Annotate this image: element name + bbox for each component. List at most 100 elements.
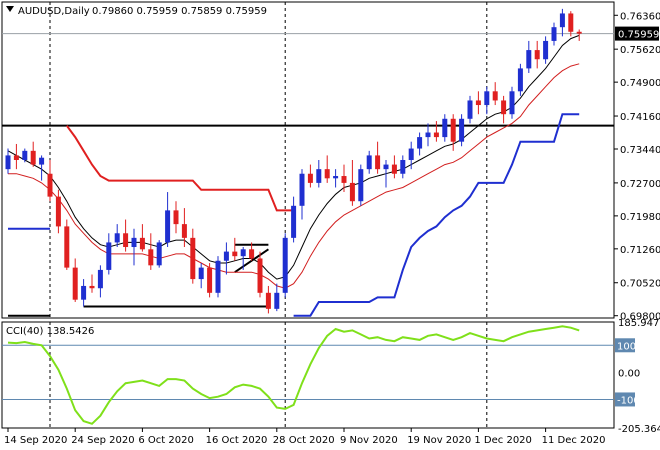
price-tick-label: 0.69800: [620, 312, 660, 323]
blue-channel-line: [8, 113, 580, 317]
cci-level-badge: [615, 392, 635, 407]
bearish-candle: [492, 91, 498, 101]
main-price-panel: [1, 1, 615, 319]
bearish-candle: [232, 251, 238, 257]
price-tick-label: 0.74160: [620, 112, 660, 123]
bearish-candle: [375, 155, 381, 170]
main-panel-frame: [1, 1, 615, 319]
bullish-candle: [358, 169, 364, 202]
bullish-candle: [425, 132, 431, 138]
date-tick-label: 28 Oct 2020: [273, 435, 335, 446]
bearish-candle: [568, 13, 574, 32]
bullish-candle: [559, 13, 565, 28]
price-tick-label: 0.76360: [620, 11, 660, 22]
bullish-candle: [442, 118, 448, 138]
cci-tick-label: 185.9477: [618, 318, 660, 329]
current-price-label: 0.75959: [618, 30, 659, 41]
bearish-candle: [47, 173, 53, 197]
date-tick-label: 19 Nov 2020: [407, 435, 471, 446]
ohlc-header: 0.79860 0.75959 0.75859 0.75959: [92, 6, 267, 17]
date-tick-label: 1 Dec 2020: [474, 435, 532, 446]
bullish-candle: [165, 210, 171, 243]
bullish-candle: [223, 251, 229, 261]
bullish-candle: [517, 68, 523, 92]
bearish-candle: [64, 226, 70, 268]
bearish-candle: [433, 132, 439, 138]
bullish-candle: [39, 157, 45, 165]
bullish-candle: [114, 233, 120, 243]
date-tick-label: 6 Oct 2020: [138, 435, 193, 446]
bullish-candle: [299, 173, 305, 206]
price-tick-label: 0.75620: [620, 45, 660, 56]
bearish-candle: [123, 233, 129, 248]
bearish-candle: [72, 267, 78, 300]
cci-level-tag: 100: [617, 341, 636, 352]
cci-line: [7, 325, 580, 425]
bullish-candle: [526, 50, 532, 69]
bullish-candle: [400, 160, 406, 174]
bullish-candle: [282, 237, 288, 293]
bearish-candle: [450, 118, 456, 142]
bullish-candle: [509, 91, 515, 115]
bearish-candle: [391, 164, 397, 174]
bullish-candle: [5, 155, 11, 170]
red-channel-line: [65, 125, 294, 212]
bullish-candle: [417, 137, 423, 149]
bullish-candle: [240, 249, 246, 257]
bullish-candle: [408, 148, 414, 160]
cci-level-badge: [615, 338, 635, 353]
bearish-candle: [190, 237, 196, 280]
bullish-candle: [106, 242, 112, 270]
bullish-candle: [291, 205, 297, 238]
current-price-tag: [615, 26, 659, 41]
cci-level-tag: -100: [617, 395, 640, 406]
bearish-candle: [207, 267, 213, 293]
bearish-candle: [181, 224, 187, 238]
bullish-candle: [459, 118, 465, 142]
cci-panel-frame: [1, 321, 615, 429]
bearish-candle: [576, 31, 582, 34]
bearish-candle: [30, 150, 36, 165]
price-tick-label: 0.72700: [620, 179, 660, 190]
bullish-candle: [543, 40, 549, 60]
bearish-candle: [13, 155, 19, 160]
bullish-candle: [198, 267, 204, 280]
symbol-header: AUDUSD,Daily: [18, 6, 90, 17]
bearish-candle: [307, 173, 313, 183]
cci-indicator-panel: [1, 321, 615, 429]
price-tick-label: 0.73440: [620, 145, 660, 156]
bullish-candle: [467, 100, 473, 119]
bearish-candle: [173, 210, 179, 225]
bullish-candle: [156, 242, 162, 266]
date-tick-label: 9 Nov 2020: [340, 435, 398, 446]
bullish-candle: [383, 164, 389, 170]
bearish-candle: [501, 100, 507, 115]
bullish-candle: [316, 169, 322, 183]
price-tick-label: 0.71980: [620, 212, 660, 223]
bullish-candle: [274, 292, 280, 309]
bullish-candle: [366, 155, 372, 170]
price-tick-label: 0.74900: [620, 78, 660, 89]
bullish-candle: [215, 260, 221, 293]
bearish-candle: [148, 249, 154, 266]
cci-indicator-label: CCI(40) 138.5426: [6, 326, 94, 337]
date-tick-label: 24 Sep 2020: [71, 435, 134, 446]
bearish-candle: [55, 196, 61, 227]
bearish-candle: [257, 258, 263, 293]
bearish-candle: [89, 285, 95, 289]
bullish-candle: [131, 237, 137, 248]
bullish-candle: [22, 150, 28, 160]
date-tick-label: 11 Dec 2020: [542, 435, 606, 446]
bearish-candle: [249, 249, 255, 259]
bullish-candle: [97, 269, 103, 289]
price-tick-label: 0.70520: [620, 279, 660, 290]
cci-tick-label: -205.3649: [618, 424, 660, 435]
fast-ma-line: [7, 34, 580, 280]
slow-ma-line: [8, 63, 580, 289]
axes-group: 0.76360 0.75620 0.74900 0.74160 0.73440 0.727…: [4, 11, 660, 446]
bullish-candle: [551, 27, 557, 41]
date-tick-label: 16 Oct 2020: [206, 435, 268, 446]
bearish-candle: [265, 292, 271, 309]
bullish-candle: [81, 285, 87, 300]
